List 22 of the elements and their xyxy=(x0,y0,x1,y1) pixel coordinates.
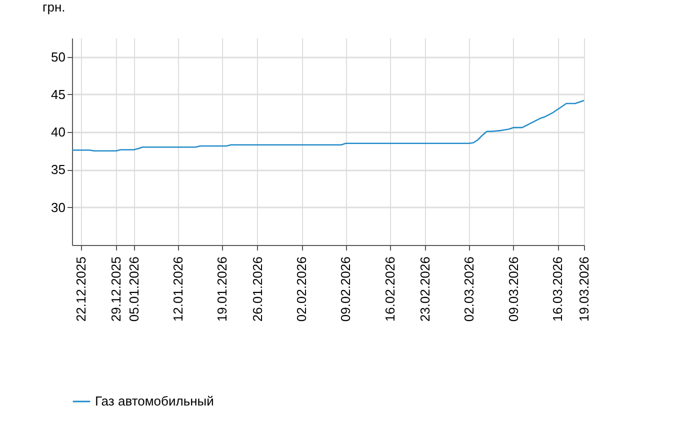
x-tick-label: 09.02.2026 xyxy=(338,256,354,322)
x-tick-label: 23.02.2026 xyxy=(418,256,433,322)
x-tick-label: 22.12.2025 xyxy=(73,256,88,322)
x-tick-label: 16.03.2026 xyxy=(550,256,566,322)
line-series xyxy=(71,100,585,152)
x-tick-label: 19.03.2026 xyxy=(576,256,592,322)
y-tick-label: 45 xyxy=(51,86,66,102)
x-tick-label: 09.03.2026 xyxy=(506,256,521,322)
x-tick-label: 02.03.2026 xyxy=(462,256,477,322)
y-tick-label: 35 xyxy=(51,162,66,178)
y-tick-label: 30 xyxy=(51,200,66,215)
x-tick-label: 12.01.2026 xyxy=(170,256,186,322)
y-tick-label: 40 xyxy=(51,124,66,140)
x-tick-label: 16.02.2026 xyxy=(382,256,398,322)
x-tick-label: 05.01.2026 xyxy=(126,256,142,322)
x-tick-label: 29.12.2025 xyxy=(108,256,124,322)
y-tick-label: 50 xyxy=(51,49,66,64)
x-tick-label: 02.02.2026 xyxy=(294,256,310,322)
legend-label: Газ автомобильный xyxy=(95,394,214,408)
x-tick-label: 26.01.2026 xyxy=(250,256,265,322)
x-tick-label: 19.01.2026 xyxy=(214,256,230,322)
y-axis-title: грн. xyxy=(42,0,66,14)
